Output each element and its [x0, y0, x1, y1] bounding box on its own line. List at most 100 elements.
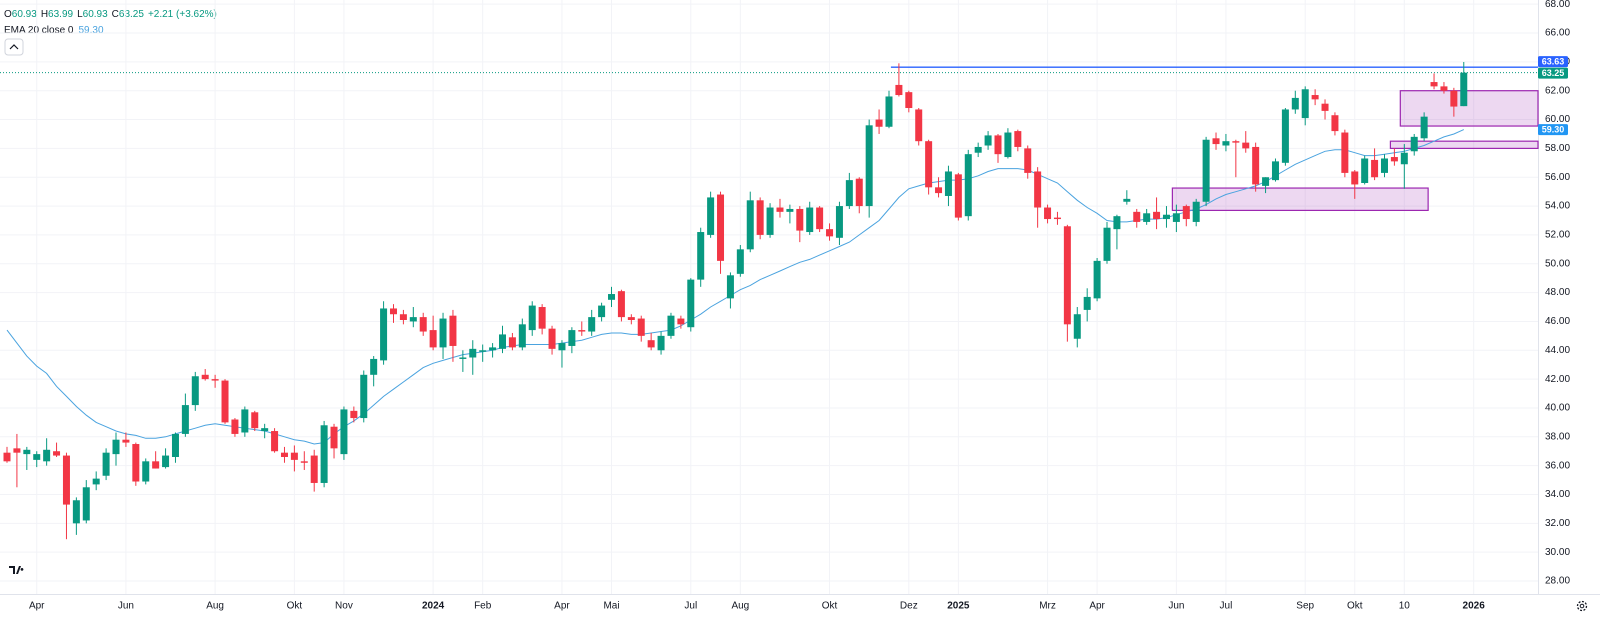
candle-body: [1073, 314, 1081, 339]
candle-body: [588, 317, 596, 332]
x-tick-label: Okt: [822, 601, 838, 612]
y-tick-label: 34.00: [1545, 489, 1570, 500]
x-tick-label: Dez: [900, 601, 918, 612]
candle-body: [469, 348, 477, 358]
candle-body: [1212, 138, 1220, 145]
candle-body: [23, 449, 31, 455]
candle-body: [231, 419, 239, 434]
x-tick-label: 2024: [422, 601, 445, 612]
candle-body: [1390, 157, 1398, 162]
candle-body: [964, 154, 972, 217]
candle-body: [726, 275, 734, 299]
candle-body: [1192, 201, 1200, 222]
candle-body: [1331, 115, 1339, 132]
candle-body: [677, 318, 685, 325]
candle-body: [736, 249, 744, 274]
candle-body: [1242, 142, 1250, 149]
x-tick-label: Apr: [1089, 601, 1105, 612]
candle-body: [72, 500, 80, 524]
candle-body: [1024, 148, 1032, 173]
collapse-button[interactable]: [4, 38, 24, 56]
candle-body: [399, 314, 407, 321]
candle-body: [667, 315, 675, 336]
candle-body: [1123, 198, 1131, 202]
y-tick-label: 60.00: [1545, 114, 1570, 125]
candle-body: [53, 451, 61, 456]
y-tick-label: 28.00: [1545, 576, 1570, 587]
settings-button[interactable]: [1576, 600, 1588, 612]
candle-body: [360, 374, 368, 419]
y-tick-label: 68.00: [1545, 0, 1570, 10]
candle-body: [439, 318, 447, 348]
y-tick-label: 66.00: [1545, 28, 1570, 39]
y-tick-label: 44.00: [1545, 345, 1570, 356]
candle-body: [1252, 146, 1260, 185]
x-tick-label: 10: [1399, 601, 1411, 612]
candle-body: [885, 96, 893, 127]
x-tick-label: Okt: [1347, 601, 1363, 612]
candle-body: [806, 207, 814, 233]
y-tick-label: 38.00: [1545, 431, 1570, 442]
candle-body: [905, 92, 913, 109]
candle-body: [261, 428, 269, 432]
indicator-name: EMA 20 close 0: [4, 25, 74, 36]
candle-body: [211, 379, 219, 381]
candle-body: [459, 357, 467, 359]
candle-body: [1291, 97, 1299, 110]
candle-body: [1301, 89, 1309, 119]
candle-body: [1380, 158, 1388, 173]
candle-body: [330, 426, 338, 449]
ohlc-legend: O60.93 H63.99 L60.93 C63.25 +2.21 (+3.62%): [4, 9, 217, 20]
candle-body: [1371, 159, 1379, 178]
candle-body: [1311, 95, 1319, 100]
price-label: 63.25: [1542, 68, 1565, 78]
candle-body: [568, 330, 576, 346]
candle-body: [1262, 177, 1270, 186]
price-label: 59.30: [1542, 125, 1565, 135]
candle-body: [875, 119, 883, 127]
candle-body: [1460, 72, 1468, 107]
candle-body: [1133, 211, 1141, 222]
candle-body: [1440, 86, 1448, 91]
candle-body: [1430, 82, 1438, 87]
candle-body: [132, 444, 140, 482]
candle-body: [944, 171, 952, 196]
x-tick-label: 2026: [1463, 601, 1486, 612]
legend: O60.93 H63.99 L60.93 C63.25 +2.21 (+3.62%)EM…: [4, 9, 217, 36]
legend-value: 63.99: [48, 9, 73, 20]
candle-body: [300, 461, 308, 463]
y-tick-label: 52.00: [1545, 230, 1570, 241]
x-tick-label: Jun: [1168, 601, 1184, 612]
legend-value: 60.93: [83, 9, 108, 20]
candle-body: [865, 125, 873, 207]
candle-body: [1450, 90, 1458, 107]
legend-value: 63.25: [119, 9, 144, 20]
y-tick-label: 32.00: [1545, 518, 1570, 529]
x-tick-label: Sep: [1296, 601, 1314, 612]
candle-body: [380, 308, 388, 361]
x-tick-label: Jun: [118, 601, 134, 612]
price-label: 63.63: [1542, 57, 1565, 67]
x-tick-label: Mai: [603, 601, 619, 612]
ema-line: [6, 129, 1465, 445]
candle-body: [350, 410, 358, 419]
candle-body: [201, 374, 209, 380]
tradingview-logo[interactable]: [5, 558, 29, 582]
candle-body: [499, 334, 506, 349]
candle-body: [1103, 227, 1111, 261]
candle-body: [449, 315, 457, 346]
candle-body: [221, 380, 229, 423]
candle-body: [290, 452, 298, 460]
candle-body: [389, 308, 397, 315]
candle-body: [538, 307, 546, 329]
candle-body: [617, 291, 625, 318]
candle-body: [508, 337, 516, 348]
candle-body: [429, 330, 437, 348]
price-label-box: [1538, 56, 1568, 68]
candle-body: [974, 146, 982, 153]
candle-body: [1410, 136, 1418, 152]
candle-body: [637, 318, 645, 336]
candle-body: [1004, 132, 1012, 158]
legend-key: O: [4, 9, 12, 20]
